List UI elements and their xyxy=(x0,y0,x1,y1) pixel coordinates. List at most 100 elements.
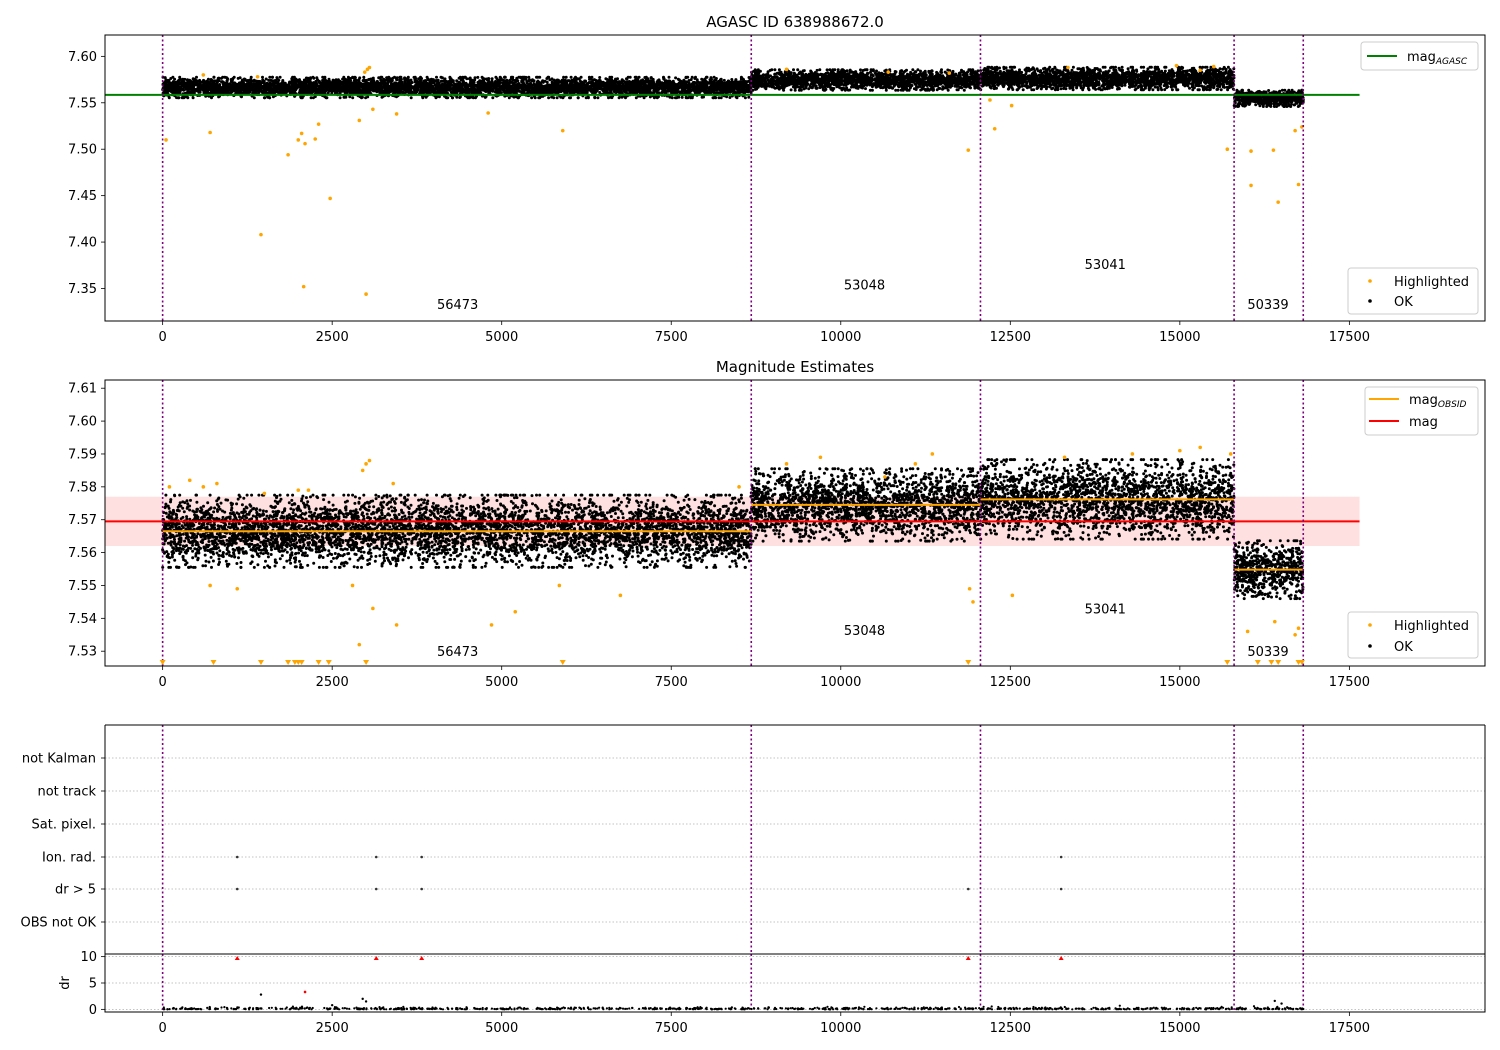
ok-point xyxy=(389,89,393,93)
ok-point xyxy=(486,77,490,81)
ok-point xyxy=(253,87,257,91)
ok-point xyxy=(294,77,298,81)
ok-point xyxy=(588,77,591,81)
ok-point xyxy=(486,87,490,90)
ok-point xyxy=(219,76,223,80)
ok-point xyxy=(403,84,407,87)
ok-point xyxy=(473,76,477,80)
ok-point xyxy=(198,90,202,94)
ok-point xyxy=(693,77,697,80)
ok-point xyxy=(167,78,171,82)
ok-point xyxy=(673,96,677,100)
ok-point xyxy=(311,83,315,86)
ok-point xyxy=(734,78,738,82)
ok-point xyxy=(533,96,537,100)
ok-point xyxy=(576,96,580,100)
ok-point xyxy=(592,78,596,82)
ok-point xyxy=(593,95,597,99)
ok-point xyxy=(636,79,639,83)
ok-point xyxy=(349,77,352,80)
ok-point xyxy=(656,83,660,87)
ok-point xyxy=(325,80,329,84)
ok-point xyxy=(308,88,312,91)
ok-point xyxy=(550,80,554,84)
ok-point xyxy=(597,78,601,82)
ok-point xyxy=(576,82,580,85)
ok-point xyxy=(325,84,329,88)
ok-point xyxy=(538,75,542,79)
ok-point xyxy=(439,89,443,93)
ok-point xyxy=(744,80,748,84)
ok-point xyxy=(483,84,487,88)
ok-point xyxy=(449,77,452,81)
ok-point xyxy=(719,77,723,81)
ok-point xyxy=(502,83,506,87)
ok-point xyxy=(361,79,365,83)
ok-point xyxy=(224,84,228,88)
ok-point xyxy=(232,75,236,79)
ok-point xyxy=(578,86,582,90)
ok-point xyxy=(565,83,569,87)
ok-point xyxy=(276,87,280,91)
ok-point xyxy=(510,81,514,85)
ok-point xyxy=(683,86,687,90)
ok-point xyxy=(328,79,331,83)
ok-point xyxy=(371,79,375,82)
ok-point xyxy=(674,76,678,80)
ok-point xyxy=(230,79,234,83)
ok-point xyxy=(545,87,549,91)
ok-point xyxy=(178,75,182,79)
ok-point xyxy=(195,89,199,93)
ok-point xyxy=(562,75,566,79)
ok-point xyxy=(510,87,514,91)
ok-point xyxy=(356,84,360,88)
ok-point xyxy=(171,80,175,84)
ok-point xyxy=(641,81,645,85)
ok-point xyxy=(268,75,272,79)
ok-point xyxy=(366,82,370,86)
ok-point xyxy=(623,84,626,88)
ok-point xyxy=(491,96,495,100)
ok-point xyxy=(583,88,587,92)
ok-point xyxy=(176,87,180,91)
ok-point xyxy=(421,85,425,89)
ok-point xyxy=(740,80,744,84)
ok-point xyxy=(461,76,465,80)
ok-point xyxy=(177,96,181,100)
ok-point xyxy=(543,84,547,88)
ok-point xyxy=(679,81,683,85)
plot-area xyxy=(105,35,1360,321)
ok-point xyxy=(391,76,395,80)
ok-point xyxy=(409,78,413,82)
ok-point xyxy=(171,75,175,79)
ok-point xyxy=(719,96,723,100)
ok-point xyxy=(213,79,217,83)
ok-point xyxy=(555,96,559,100)
ok-point xyxy=(164,78,168,82)
ok-point xyxy=(638,83,642,87)
ok-point xyxy=(713,95,717,99)
ok-point xyxy=(495,77,499,81)
ok-point xyxy=(522,89,526,93)
ok-point xyxy=(527,75,531,79)
ok-point xyxy=(744,89,748,92)
ok-point xyxy=(414,87,418,91)
ok-point xyxy=(712,75,716,79)
ok-point xyxy=(575,77,579,81)
ok-point xyxy=(407,82,411,86)
ok-point xyxy=(530,88,534,92)
ok-point xyxy=(554,80,558,84)
ok-point xyxy=(661,84,665,88)
ok-point xyxy=(193,77,197,81)
ok-point xyxy=(440,79,444,83)
ok-point xyxy=(619,89,623,93)
ok-point xyxy=(537,96,541,100)
ok-point xyxy=(568,96,571,100)
ok-point xyxy=(409,96,413,100)
ok-point xyxy=(244,86,248,90)
ok-point xyxy=(416,84,420,88)
ok-point xyxy=(493,90,497,94)
ok-point xyxy=(360,95,364,99)
ok-point xyxy=(342,75,346,79)
ok-point xyxy=(492,82,496,86)
